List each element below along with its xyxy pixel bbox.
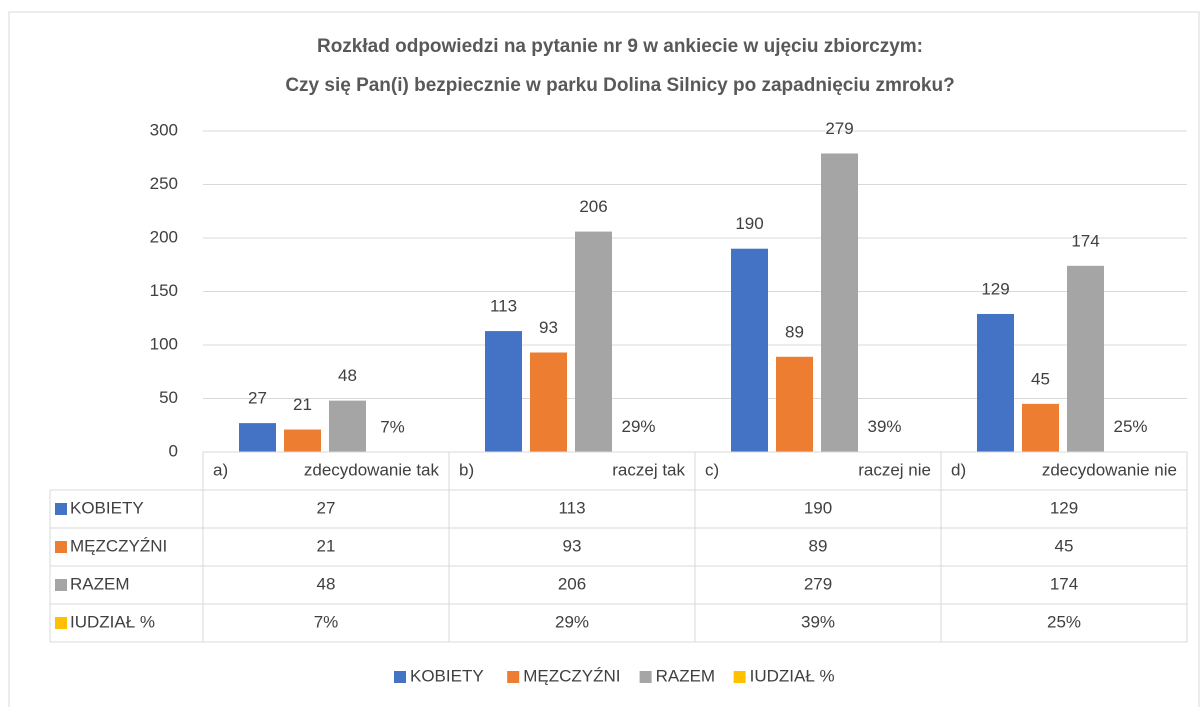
x-tick-label: zdecydowanie nie [1042, 460, 1177, 479]
table-cell: 27 [317, 498, 336, 517]
data-label: 21 [293, 395, 312, 414]
data-label: 174 [1071, 231, 1099, 250]
legend-key [507, 671, 519, 683]
bar [530, 352, 567, 452]
y-tick-label: 300 [150, 120, 178, 139]
table-series-name: RAZEM [70, 574, 130, 593]
y-tick-label: 200 [150, 227, 178, 246]
table-legend-key [55, 617, 67, 629]
data-label: 45 [1031, 369, 1050, 388]
data-label: 190 [735, 214, 763, 233]
table-cell: 25% [1047, 612, 1081, 631]
table-cell: 206 [558, 574, 586, 593]
table-cell: 113 [558, 498, 585, 517]
table-cell: 279 [804, 574, 832, 593]
x-tick-label: b) [459, 460, 474, 479]
bar [329, 401, 366, 452]
legend-key [640, 671, 652, 683]
data-label: 7% [380, 417, 405, 436]
data-label: 39% [867, 417, 901, 436]
x-tick-label: zdecydowanie tak [304, 460, 440, 479]
legend-key [394, 671, 406, 683]
table-cell: 7% [314, 612, 339, 631]
table-cell: 129 [1050, 498, 1078, 517]
table-series-name: IUDZIAŁ % [70, 612, 155, 631]
bar [239, 423, 276, 452]
bar [821, 153, 858, 452]
table-cell: 93 [563, 536, 582, 555]
legend-label: RAZEM [656, 666, 716, 685]
data-label: 29% [621, 417, 655, 436]
chart-title: Czy się Pan(i) bezpiecznie w parku Dolin… [285, 75, 954, 96]
table-cell: 174 [1050, 574, 1078, 593]
bar [284, 430, 321, 452]
data-label: 48 [338, 366, 357, 385]
data-label: 279 [825, 119, 853, 138]
data-label: 129 [981, 279, 1009, 298]
bar [977, 314, 1014, 452]
y-tick-label: 0 [169, 441, 178, 460]
legend-label: IUDZIAŁ % [750, 666, 835, 685]
x-tick-label: a) [213, 460, 228, 479]
bar [731, 249, 768, 452]
y-tick-label: 250 [150, 174, 178, 193]
bar [776, 357, 813, 452]
table-legend-key [55, 503, 67, 515]
x-tick-label: raczej tak [612, 460, 685, 479]
table-cell: 29% [555, 612, 589, 631]
table-cell: 89 [809, 536, 828, 555]
table-cell: 45 [1055, 536, 1074, 555]
data-label: 113 [490, 297, 517, 316]
bar [485, 331, 522, 452]
data-label: 93 [539, 318, 558, 337]
table-cell: 48 [317, 574, 336, 593]
data-label: 206 [579, 197, 607, 216]
table-legend-key [55, 579, 67, 591]
bar [1022, 404, 1059, 452]
data-label: 89 [785, 322, 804, 341]
y-tick-label: 50 [159, 388, 178, 407]
x-tick-label: raczej nie [858, 460, 931, 479]
x-tick-label: d) [951, 460, 966, 479]
table-cell: 190 [804, 498, 832, 517]
y-tick-label: 100 [150, 334, 178, 353]
chart-title: Rozkład odpowiedzi na pytanie nr 9 w ank… [317, 36, 923, 57]
data-label: 25% [1113, 417, 1147, 436]
table-cell: 21 [317, 536, 336, 555]
data-label: 27 [248, 389, 267, 408]
y-tick-label: 150 [150, 281, 178, 300]
table-cell: 39% [801, 612, 835, 631]
legend-label: KOBIETY [410, 666, 484, 685]
table-series-name: MĘZCZYŹNI [70, 536, 167, 555]
x-tick-label: c) [705, 460, 719, 479]
table-series-name: KOBIETY [70, 498, 144, 517]
table-legend-key [55, 541, 67, 553]
bar [1067, 266, 1104, 452]
legend-label: MĘZCZYŹNI [523, 666, 620, 685]
bar [575, 232, 612, 452]
legend-key [734, 671, 746, 683]
